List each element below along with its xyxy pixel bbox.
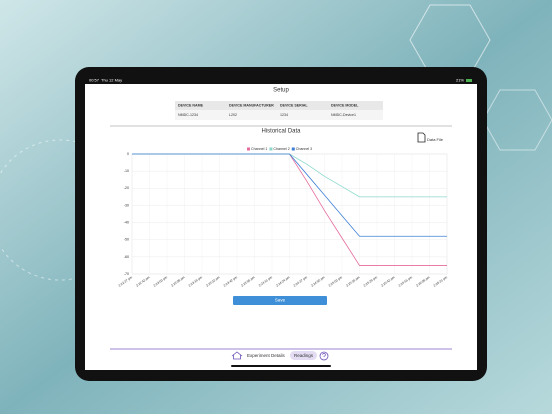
- data-file-label[interactable]: Data File: [427, 137, 444, 142]
- legend-label: Channel 1: [251, 147, 267, 151]
- page-title: Setup: [273, 88, 289, 94]
- y-tick-label: -20: [124, 186, 129, 190]
- y-tick-label: -70: [124, 272, 129, 276]
- device-table: DEVICE NAME DEVICE MANUFACTURER DEVICE SER…: [178, 103, 359, 117]
- table-column-header: DEVICE NAME: [178, 103, 204, 107]
- table-column-header: DEVICE SERIAL: [280, 103, 308, 107]
- y-tick-label: -40: [124, 221, 129, 225]
- table-row: [175, 110, 383, 120]
- status-battery: 21%: [456, 78, 464, 83]
- y-tick-label: -30: [124, 203, 129, 207]
- help-icon[interactable]: [319, 351, 329, 361]
- tablet-screen: [85, 77, 477, 370]
- help-glyph: [322, 353, 326, 359]
- y-tick-label: 0: [127, 152, 129, 156]
- home-indicator: [231, 365, 331, 367]
- file-icon[interactable]: [417, 132, 426, 143]
- table-column-header: DEVICE MANUFACTURER: [229, 103, 274, 107]
- battery-icon: [466, 79, 472, 82]
- y-tick-label: -50: [124, 238, 129, 242]
- legend-label: Channel 2: [273, 147, 289, 151]
- save-label[interactable]: Save: [275, 298, 286, 303]
- tab-readings[interactable]: Readings: [294, 353, 314, 358]
- table-cell: 1234: [280, 113, 288, 117]
- data-file-button[interactable]: Data File: [417, 132, 444, 143]
- table-cell: NMDC-Device1: [331, 113, 356, 117]
- status-time: 00:57: [89, 78, 100, 83]
- status-bar: [85, 77, 477, 84]
- y-tick-label: -60: [124, 255, 129, 259]
- home-icon[interactable]: [231, 351, 243, 360]
- table-column-header: DEVICE MODEL: [331, 103, 359, 107]
- table-header: [175, 101, 383, 110]
- table-cell: NMDC-1234: [178, 113, 198, 117]
- series-line: [132, 153, 447, 237]
- legend-swatch: [269, 147, 273, 151]
- legend-label: Channel 3: [296, 147, 312, 151]
- section-title: Historical Data: [261, 129, 301, 135]
- legend-swatch: [291, 147, 295, 151]
- legend-swatch: [247, 147, 250, 151]
- y-tick-label: -10: [124, 169, 129, 173]
- tab-readings-pill[interactable]: [290, 351, 317, 360]
- table-cell: L202: [229, 113, 237, 117]
- status-date: Thu 12 May: [101, 78, 122, 83]
- save-button[interactable]: [233, 296, 327, 305]
- tab-experiment[interactable]: Experiment Details: [247, 353, 286, 358]
